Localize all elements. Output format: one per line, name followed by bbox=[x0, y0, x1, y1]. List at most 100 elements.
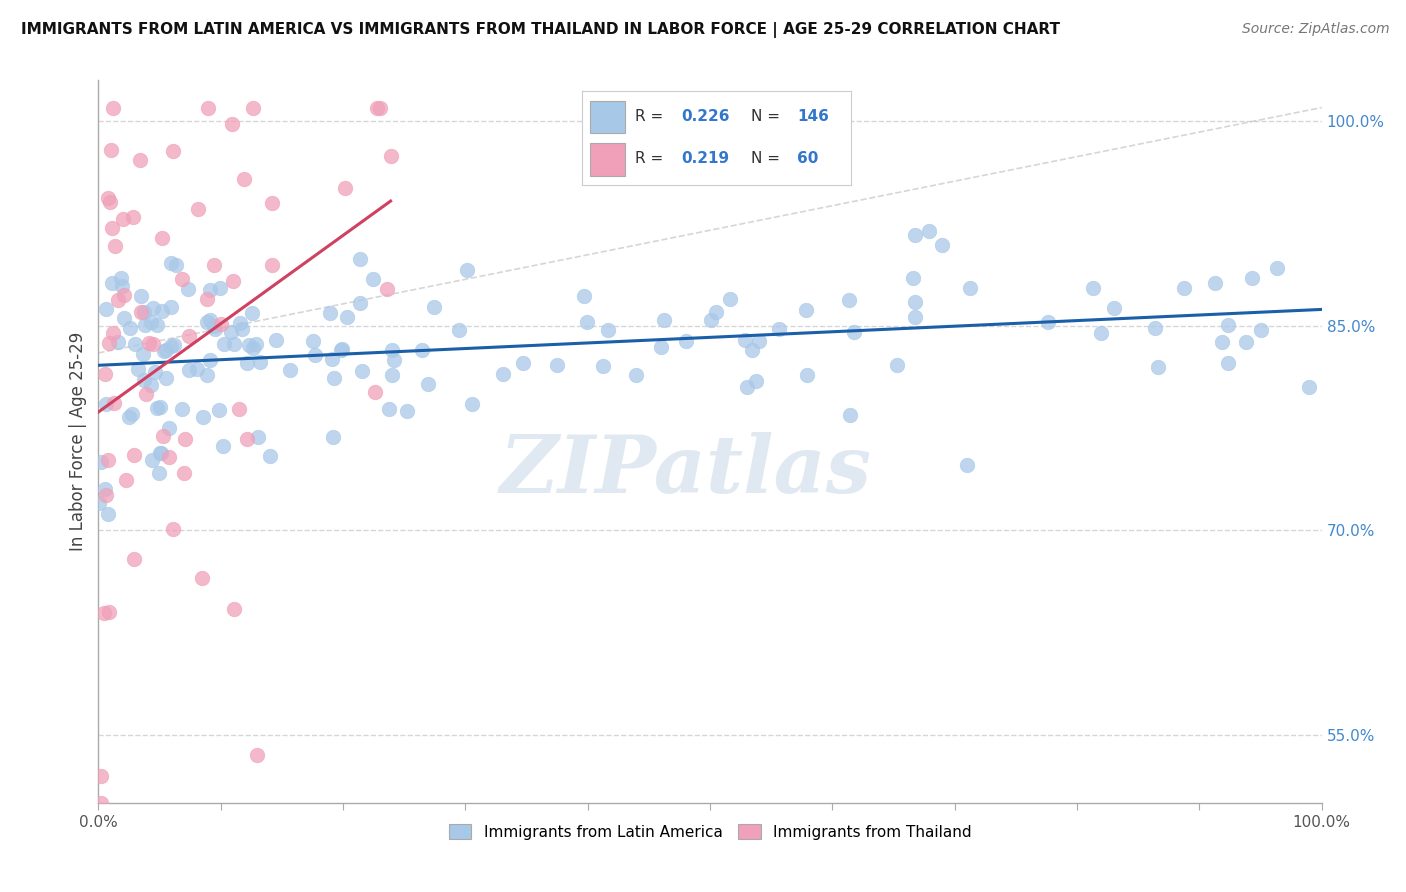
Point bbox=[361, 272, 384, 286]
Point bbox=[103, 396, 125, 410]
Point bbox=[149, 400, 172, 414]
Point bbox=[159, 421, 181, 435]
Point bbox=[96, 192, 118, 206]
Point bbox=[576, 315, 599, 329]
Point bbox=[112, 311, 135, 326]
Point bbox=[172, 271, 194, 285]
Point bbox=[242, 341, 264, 355]
Point bbox=[97, 453, 120, 467]
Point bbox=[174, 432, 197, 446]
Y-axis label: In Labor Force | Age 25-29: In Labor Force | Age 25-29 bbox=[69, 332, 87, 551]
Point bbox=[745, 375, 768, 389]
Point bbox=[142, 337, 165, 351]
Point bbox=[100, 144, 122, 158]
Point bbox=[336, 310, 359, 325]
Point bbox=[246, 430, 269, 444]
Point bbox=[208, 403, 231, 417]
Point bbox=[266, 333, 288, 347]
Point bbox=[368, 101, 391, 115]
Point bbox=[121, 210, 143, 224]
Point bbox=[259, 449, 281, 463]
Point bbox=[118, 410, 141, 425]
Point bbox=[212, 337, 235, 351]
Point bbox=[155, 371, 177, 385]
Point bbox=[142, 301, 165, 315]
Point bbox=[278, 362, 301, 376]
Point bbox=[101, 101, 124, 115]
Point bbox=[209, 317, 232, 331]
Point bbox=[98, 335, 121, 350]
Point bbox=[160, 339, 183, 353]
Point bbox=[704, 304, 727, 318]
Point bbox=[139, 315, 162, 329]
Point bbox=[101, 326, 124, 340]
Text: ZIPatlas: ZIPatlas bbox=[499, 432, 872, 509]
Point bbox=[301, 334, 323, 348]
Point bbox=[330, 342, 353, 356]
Point bbox=[90, 796, 112, 810]
Point bbox=[242, 101, 264, 115]
Point bbox=[596, 323, 619, 337]
Point bbox=[735, 379, 758, 393]
Point bbox=[796, 368, 818, 382]
Point bbox=[187, 202, 209, 217]
Point bbox=[396, 404, 419, 418]
Point bbox=[132, 373, 155, 387]
Point bbox=[135, 387, 157, 401]
Point bbox=[177, 363, 200, 377]
Point bbox=[162, 522, 184, 536]
Point bbox=[650, 340, 672, 354]
Point bbox=[245, 336, 267, 351]
Point bbox=[901, 270, 924, 285]
Point bbox=[198, 352, 221, 367]
Point bbox=[134, 318, 156, 332]
Point bbox=[231, 322, 253, 336]
Point bbox=[148, 466, 170, 480]
Point bbox=[202, 319, 225, 334]
Point bbox=[97, 507, 120, 521]
Point bbox=[89, 863, 111, 878]
Text: Source: ZipAtlas.com: Source: ZipAtlas.com bbox=[1241, 22, 1389, 37]
Point bbox=[246, 748, 269, 763]
Point bbox=[512, 356, 534, 370]
Point bbox=[380, 149, 402, 163]
Point bbox=[329, 343, 352, 357]
Point bbox=[122, 448, 145, 462]
Point bbox=[262, 259, 284, 273]
Point bbox=[794, 302, 817, 317]
Point bbox=[191, 571, 214, 585]
Point bbox=[110, 271, 132, 285]
Point bbox=[195, 292, 218, 306]
Point bbox=[886, 358, 908, 372]
Point bbox=[98, 194, 121, 209]
Point bbox=[221, 117, 243, 131]
Point bbox=[904, 228, 927, 243]
Point bbox=[449, 323, 471, 337]
Point bbox=[107, 334, 129, 349]
Point bbox=[931, 238, 953, 252]
Point bbox=[157, 450, 180, 465]
Point bbox=[959, 281, 981, 295]
Point bbox=[349, 296, 371, 310]
Point bbox=[94, 396, 117, 410]
Point bbox=[150, 303, 173, 318]
Point bbox=[461, 397, 484, 411]
Point bbox=[153, 343, 176, 358]
Point bbox=[90, 768, 112, 782]
Point bbox=[160, 301, 183, 315]
Point bbox=[211, 439, 233, 453]
Point bbox=[197, 101, 219, 115]
Point bbox=[155, 343, 177, 357]
Point bbox=[132, 347, 155, 361]
Point bbox=[1234, 335, 1257, 350]
Point bbox=[416, 376, 439, 391]
Point bbox=[838, 408, 860, 422]
Point bbox=[165, 258, 187, 272]
Point bbox=[101, 220, 124, 235]
Point bbox=[1081, 281, 1104, 295]
Point bbox=[624, 368, 647, 382]
Point bbox=[249, 355, 271, 369]
Point bbox=[675, 334, 697, 348]
Point bbox=[152, 231, 174, 245]
Point bbox=[1146, 360, 1168, 375]
